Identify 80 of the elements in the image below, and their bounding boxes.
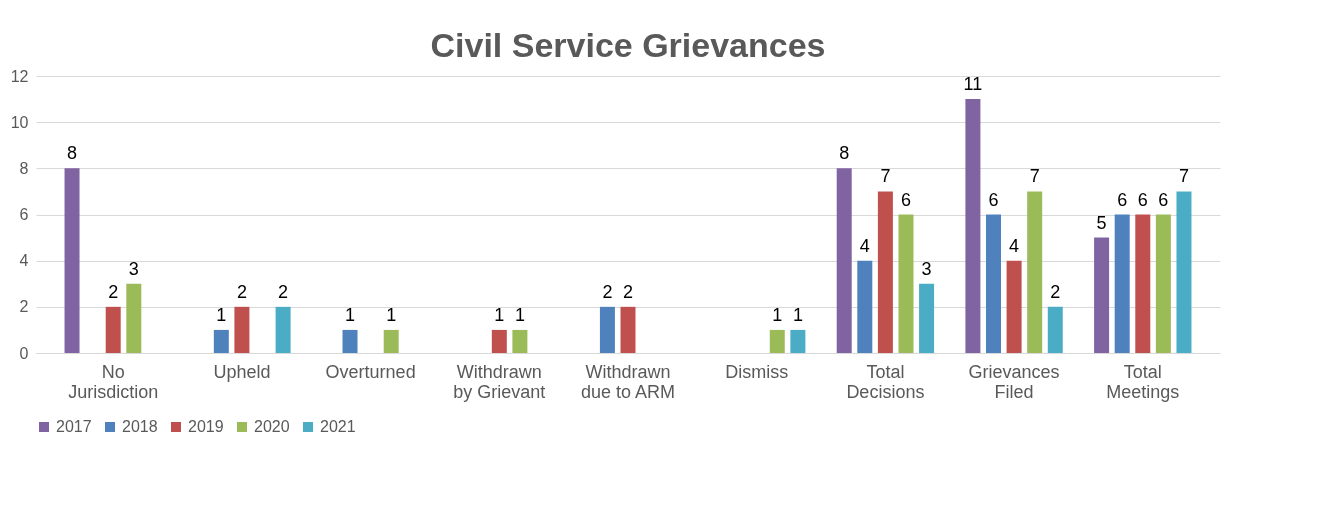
data-label: 6 [1137,189,1148,210]
data-label: 8 [839,143,850,164]
data-label: 6 [988,189,999,210]
y-tick-label: 10 [10,113,29,131]
y-tick-label: 12 [10,67,29,85]
bar [1047,306,1063,353]
bar [986,214,1001,353]
bar [105,306,121,353]
y-tick-label: 2 [19,298,29,316]
bar [919,283,935,353]
bar [342,329,358,353]
data-label: 2 [108,281,119,302]
data-label: 2 [622,281,634,302]
legend-label: 2018 [122,418,158,435]
bar [1176,191,1192,353]
x-tick-label: Withdrawn due to ARM [580,361,676,402]
data-label: 1 [792,304,803,325]
data-label: 1 [345,304,356,325]
data-label: 1 [386,304,397,325]
bar [126,283,142,353]
x-tick-label: Total Meetings [1106,361,1180,402]
bar [1027,191,1043,353]
y-tick-label: 0 [19,344,29,362]
bar [1135,214,1151,353]
x-tick-label: Dismiss [725,361,789,382]
bar [790,329,806,353]
bar [512,329,528,353]
bar [836,168,852,353]
bar [383,329,399,353]
y-tick-label: 8 [19,159,29,177]
data-label: 7 [1178,166,1189,187]
data-label: 6 [1158,189,1169,210]
data-label: 6 [900,189,911,210]
data-label: 8 [67,143,78,164]
data-label: 7 [880,166,891,187]
x-tick-label: Grievances Filed [968,361,1060,402]
bar [1006,260,1022,353]
bar [213,329,229,353]
legend-label: 2019 [188,418,224,435]
data-label: 3 [921,258,932,279]
data-label: 2 [278,281,289,302]
y-tick-label: 4 [19,252,29,270]
bar [769,329,785,353]
data-label: 1 [772,304,783,325]
data-label: 2 [236,281,247,302]
chart-title: Civil Service Grievances [430,26,826,64]
data-label: 4 [859,235,870,256]
data-label: 1 [216,304,227,325]
data-label: 2 [602,281,613,302]
bar [898,214,914,353]
bar [1094,237,1110,353]
data-label: 6 [1117,189,1128,210]
data-label: 1 [494,304,505,325]
bar [599,306,615,353]
legend-label: 2021 [320,418,356,435]
x-tick-label: No Jurisdiction [68,361,159,402]
bar [275,306,291,353]
x-tick-label: Total Decisions [846,361,925,402]
bar [965,99,981,353]
data-label: 2 [1050,281,1061,302]
data-label: 5 [1096,212,1107,233]
x-tick-label: Upheld [213,361,271,382]
data-label: 1 [514,304,525,325]
data-label: 3 [128,258,139,279]
bar [620,306,636,353]
bar [234,306,250,353]
bar [1155,214,1171,353]
bar [64,168,80,353]
data-label: 11 [963,74,983,95]
data-label: 7 [1029,166,1040,187]
bar [857,260,873,353]
bar [491,329,507,353]
x-tick-label: Withdrawn by Grievant [453,361,546,402]
data-label: 4 [1009,235,1020,256]
legend-label: 2017 [56,418,92,435]
bar [877,191,893,353]
legend-label: 2020 [254,418,290,435]
bar [1114,214,1130,353]
y-tick-label: 6 [19,206,29,223]
x-tick-label: Overturned [325,361,416,382]
